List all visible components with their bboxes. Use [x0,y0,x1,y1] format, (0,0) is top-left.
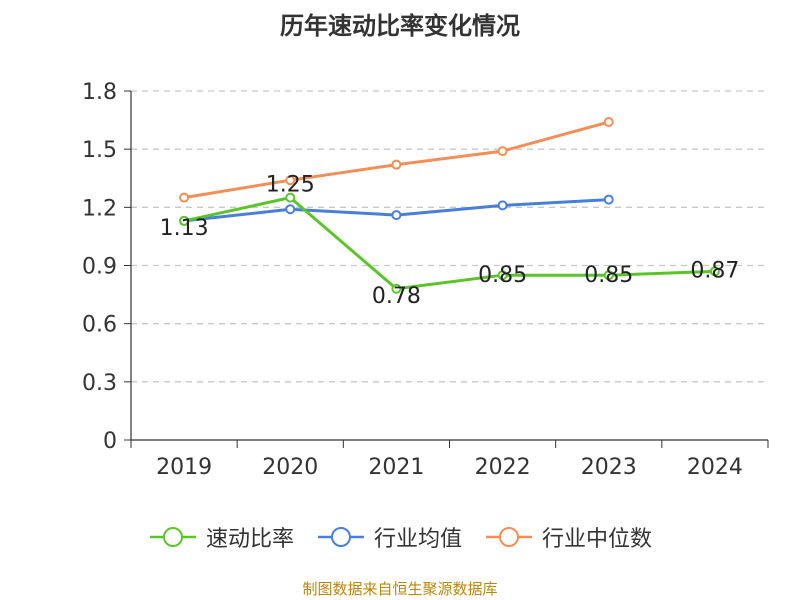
legend-label-industry-mean: 行业均值 [373,527,462,552]
data-point [603,270,614,281]
series-line-0 [183,196,715,291]
data-point [285,175,296,186]
chart-title: 历年速动比率变化情况 [280,12,520,40]
data-point [497,200,508,211]
legend: 速动比率 行业均值 行业中位数 [0,522,800,552]
legend-item-industry-mean[interactable]: 行业均值 [316,521,462,553]
data-point [285,192,296,203]
data-point [391,283,402,294]
legend-swatch-industry-mean [317,527,364,547]
x-tick-label: 2020 [262,455,318,480]
source-note: 制图数据来自恒生聚源数据库 [302,580,498,598]
y-tick-label: 0.6 [82,313,117,338]
y-tick-label: 1.5 [82,138,117,163]
data-point [497,270,508,281]
data-point [179,192,190,203]
legend-swatch-industry-median [486,527,532,547]
data-point [603,194,614,205]
legend-item-industry-median[interactable]: 行业中位数 [484,521,652,553]
data-point [391,210,402,221]
data-point [285,204,296,215]
data-label: 1.25 [266,173,315,198]
y-tick-label: 1.8 [82,80,117,105]
y-tick-label: 0 [103,429,117,454]
legend-item-quick-ratio[interactable]: 速动比率 [148,521,294,553]
y-tick-label: 0.9 [82,255,117,280]
line-chart: 0 0.3 0.6 0.9 1.2 1.5 1.8 2019 2020 2021 2022 2023 2… [82,80,769,480]
x-tick-label: 2023 [581,455,637,480]
y-tick-label: 1.2 [82,196,117,221]
data-label: 1.13 [160,216,209,241]
data-point [179,215,190,226]
legend-label-industry-median: 行业中位数 [542,527,653,552]
data-label: 0.78 [372,284,421,309]
x-tick-label: 2022 [475,455,531,480]
data-point [709,266,720,277]
data-label: 0.87 [690,258,739,283]
x-tick-label: 2024 [687,455,743,480]
y-tick-label: 0.3 [82,371,117,396]
legend-label-quick-ratio: 速动比率 [205,527,294,552]
x-tick-label: 2021 [368,455,424,480]
data-point [497,146,508,157]
data-label: 0.85 [584,263,633,288]
legend-swatch-quick-ratio [149,527,196,547]
data-point [391,159,402,170]
data-label: 0.85 [478,263,527,288]
data-point [603,117,614,128]
x-tick-label: 2019 [156,455,212,480]
